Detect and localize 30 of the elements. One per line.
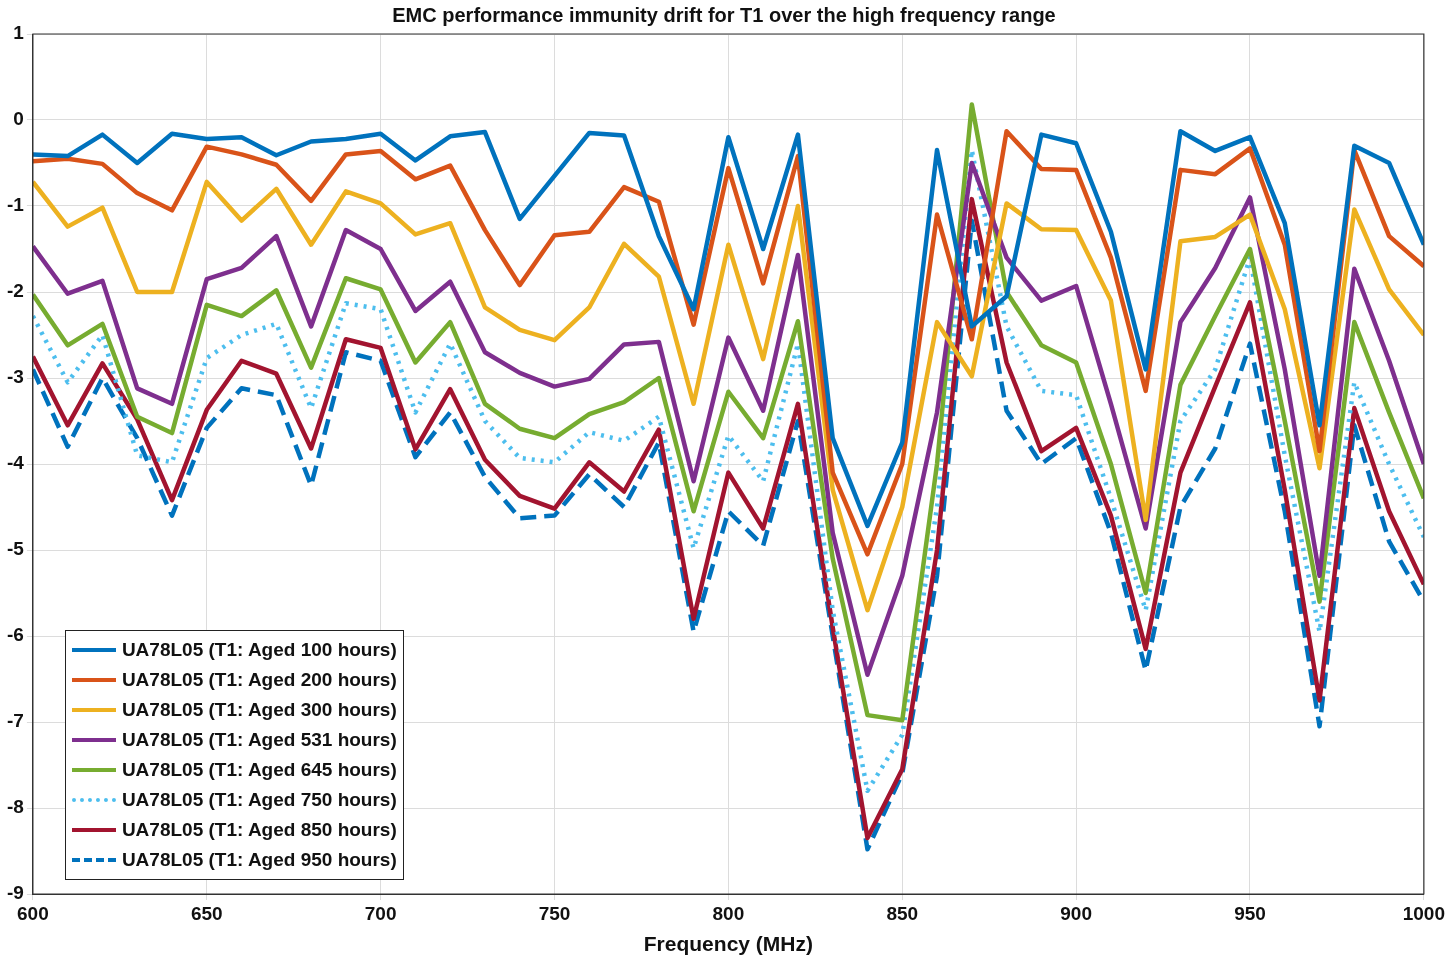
legend-label: UA78L05 (T1: Aged 300 hours) xyxy=(121,699,397,721)
chart-title: EMC performance immunity drift for T1 over the high frequency range xyxy=(392,4,1056,26)
x-tick-label: 600 xyxy=(17,902,49,924)
legend-label: UA78L05 (T1: Aged 950 hours) xyxy=(121,849,397,871)
y-tick-label: -2 xyxy=(6,280,24,302)
y-tick-label: 1 xyxy=(13,22,25,44)
x-tick-label: 900 xyxy=(1060,902,1092,924)
y-tick-label: -6 xyxy=(6,624,24,646)
y-tick-label: 0 xyxy=(13,108,24,130)
legend-label: UA78L05 (T1: Aged 531 hours) xyxy=(121,729,397,751)
y-tick-label: -1 xyxy=(6,194,25,216)
y-tick-label: -7 xyxy=(6,710,24,732)
y-tick-label: -8 xyxy=(6,796,24,818)
y-tick-label: -9 xyxy=(6,882,24,904)
x-tick-label: 800 xyxy=(712,902,745,924)
legend-label: UA78L05 (T1: Aged 200 hours) xyxy=(121,669,397,691)
legend-label: UA78L05 (T1: Aged 750 hours) xyxy=(121,789,397,811)
x-tick-label: 1000 xyxy=(1402,902,1446,924)
y-tick-label: -4 xyxy=(6,452,25,474)
x-tick-label: 750 xyxy=(538,902,571,924)
legend-label: UA78L05 (T1: Aged 645 hours) xyxy=(121,759,397,781)
y-tick-label: -3 xyxy=(6,366,24,388)
x-tick-label: 950 xyxy=(1234,902,1266,924)
legend-label: UA78L05 (T1: Aged 850 hours) xyxy=(121,819,397,841)
x-tick-label: 850 xyxy=(886,902,919,924)
y-tick-label: -5 xyxy=(6,538,25,560)
x-tick-label: 700 xyxy=(364,902,397,924)
legend-label: UA78L05 (T1: Aged 100 hours) xyxy=(121,639,397,661)
x-axis-title: Frequency (MHz) xyxy=(643,932,813,956)
x-tick-label: 650 xyxy=(190,902,223,924)
